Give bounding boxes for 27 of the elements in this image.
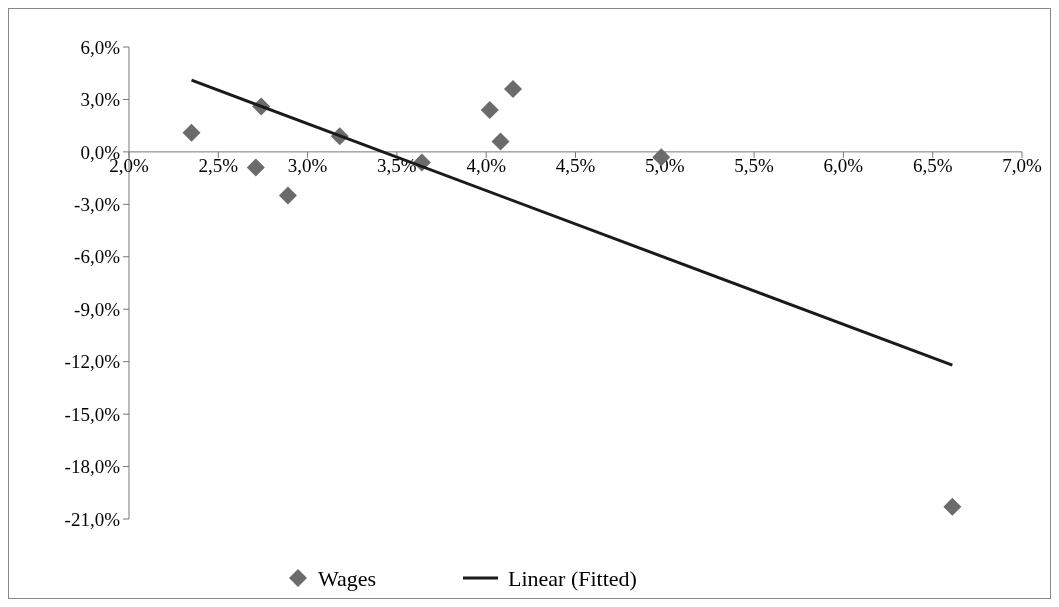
point	[491, 132, 510, 151]
x-tick-label: 3,0%	[287, 154, 328, 176]
x-tick-label: 6,5%	[912, 154, 953, 176]
point	[246, 158, 265, 177]
x-tick-label: 7,0%	[1002, 154, 1042, 176]
y-tick-label: -15,0%	[64, 403, 121, 425]
x-tick-label: 3,5%	[377, 154, 417, 176]
y-tick-label: 6,0%	[80, 36, 121, 58]
y-tick-label: -9,0%	[74, 298, 121, 320]
legend-label: Linear (Fitted)	[508, 565, 637, 591]
point	[943, 497, 962, 516]
y-tick-label: -12,0%	[64, 351, 121, 373]
x-tick-label: 4,5%	[555, 154, 596, 176]
point	[480, 100, 499, 119]
x-tick-label: 2,5%	[198, 154, 239, 176]
y-tick-label: -18,0%	[64, 456, 121, 478]
y-tick-label: 3,0%	[80, 89, 121, 111]
x-tick-label: 4,0%	[466, 154, 507, 176]
point	[503, 79, 522, 98]
y-tick-label: -3,0%	[74, 193, 121, 215]
point	[182, 123, 201, 142]
x-tick-label: 6,0%	[823, 154, 864, 176]
y-tick-label: -6,0%	[74, 246, 121, 268]
legend-label: Wages	[318, 565, 377, 591]
x-tick-label: 5,5%	[734, 154, 775, 176]
point	[278, 186, 297, 205]
y-tick-label: -21,0%	[64, 508, 121, 530]
